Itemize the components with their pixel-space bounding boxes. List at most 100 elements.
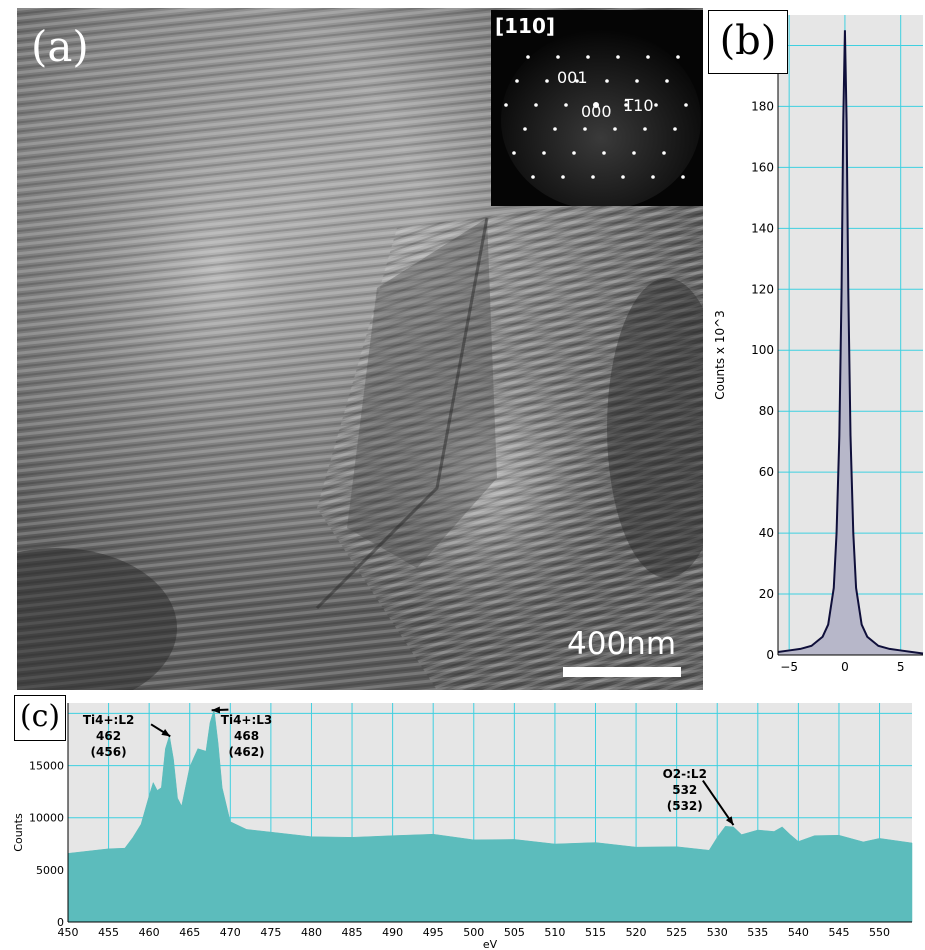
histogram-area <box>778 30 923 655</box>
diffraction-spot <box>635 79 639 83</box>
y-tick-label: 15000 <box>29 760 64 773</box>
eels-spectrum-panel: 0500010000150002000045045546046547047548… <box>0 695 925 950</box>
y-tick-label: 100 <box>751 343 774 357</box>
y-tick-label: 180 <box>751 99 774 113</box>
x-tick-label: 5 <box>897 660 905 674</box>
panel-a-label: (a) <box>31 22 89 71</box>
peak-annotation-text: (456) <box>91 745 127 759</box>
diffraction-spot <box>684 103 688 107</box>
x-tick-label: 510 <box>544 926 565 939</box>
x-tick-label: 505 <box>504 926 525 939</box>
diffraction-spot <box>542 151 546 155</box>
y-tick-label: 5000 <box>36 864 64 877</box>
peak-annotation-text: (532) <box>667 799 703 813</box>
diffraction-spot <box>662 151 666 155</box>
y-tick-label: 140 <box>751 221 774 235</box>
y-tick-label: 120 <box>751 282 774 296</box>
peak-annotation-text: 532 <box>672 783 697 797</box>
y-tick-label: 0 <box>57 916 64 929</box>
x-tick-label: 530 <box>707 926 728 939</box>
diffraction-spot <box>602 151 606 155</box>
y-tick-label: 10000 <box>29 812 64 825</box>
diffraction-spot <box>512 151 516 155</box>
diffraction-spot <box>572 151 576 155</box>
diffraction-spots <box>501 30 701 206</box>
x-tick-label: 550 <box>869 926 890 939</box>
diffraction-spot <box>643 127 647 131</box>
diffraction-spot <box>545 79 549 83</box>
eels-spectrum-chart: 0500010000150002000045045546046547047548… <box>12 703 913 950</box>
x-tick-label: 470 <box>220 926 241 939</box>
miller-index-001: 001 <box>557 68 588 87</box>
x-tick-label: 525 <box>666 926 687 939</box>
arrowhead-icon <box>211 706 221 714</box>
peak-annotation-text: 468 <box>234 729 259 743</box>
scale-bar-label: 400nm <box>567 626 677 662</box>
diffraction-spot <box>605 79 609 83</box>
histogram-line <box>777 30 924 655</box>
x-tick-label: 515 <box>585 926 606 939</box>
peak-annotation-text: Ti4+:L2 <box>83 713 135 727</box>
tem-image-panel: (a) [110] 001 000 1̅10 400nm <box>17 8 703 690</box>
diffraction-spot <box>673 127 677 131</box>
y-axis-label: Counts <box>12 813 25 852</box>
diffraction-spot <box>556 55 560 59</box>
diffraction-spot <box>665 79 669 83</box>
diffraction-spot <box>526 55 530 59</box>
diffraction-spot <box>564 103 568 107</box>
x-tick-label: 490 <box>382 926 403 939</box>
y-tick-label: 0 <box>766 648 774 662</box>
miller-index-000: 000 <box>581 102 612 121</box>
scale-bar <box>563 667 681 677</box>
diffraction-spot <box>561 175 565 179</box>
diffraction-spot <box>504 103 508 107</box>
x-tick-label: 465 <box>179 926 200 939</box>
x-tick-label: 480 <box>301 926 322 939</box>
x-tick-label: 540 <box>788 926 809 939</box>
peak-annotation-text: 462 <box>96 729 121 743</box>
diffraction-spot <box>523 127 527 131</box>
x-tick-label: 460 <box>139 926 160 939</box>
diffraction-spot <box>654 103 658 107</box>
peak-annotation-arrow <box>702 780 735 826</box>
x-tick-label: 520 <box>626 926 647 939</box>
x-tick-label: 475 <box>260 926 281 939</box>
y-tick-label: 20 <box>759 587 774 601</box>
panel-b-label: (b) <box>708 10 788 74</box>
y-tick-label: 80 <box>759 404 774 418</box>
diffraction-spot <box>681 175 685 179</box>
diffraction-spot <box>621 175 625 179</box>
diffraction-pattern-inset: [110] 001 000 1̅10 <box>491 10 703 206</box>
diffraction-spot <box>616 55 620 59</box>
panel-c-label: (c) <box>14 695 66 741</box>
x-tick-label: 485 <box>342 926 363 939</box>
y-tick-label: 160 <box>751 160 774 174</box>
y-tick-label: 40 <box>759 526 774 540</box>
miller-index-110: 1̅10 <box>623 96 654 115</box>
diffraction-spot <box>583 127 587 131</box>
x-tick-label: 545 <box>828 926 849 939</box>
diffraction-spot <box>624 103 628 107</box>
peak-annotation-text: O2-:L2 <box>663 767 707 781</box>
x-tick-label: 450 <box>58 926 79 939</box>
x-tick-label: 455 <box>98 926 119 939</box>
arrowhead-icon <box>725 816 734 826</box>
diffraction-spot <box>534 103 538 107</box>
arrowhead-icon <box>161 728 171 737</box>
diffraction-spot <box>593 102 599 108</box>
zone-axis-label: [110] <box>495 14 556 38</box>
diffraction-spot <box>632 151 636 155</box>
x-tick-label: −5 <box>780 660 798 674</box>
x-tick-label: 535 <box>747 926 768 939</box>
diffraction-spot <box>515 79 519 83</box>
y-tick-label: 60 <box>759 465 774 479</box>
x-tick-label: 495 <box>423 926 444 939</box>
diffraction-spot <box>553 127 557 131</box>
diffraction-spot <box>651 175 655 179</box>
x-tick-label: 0 <box>841 660 849 674</box>
diffraction-spot <box>586 55 590 59</box>
spectrum-area <box>67 709 913 923</box>
diffraction-spot <box>591 175 595 179</box>
